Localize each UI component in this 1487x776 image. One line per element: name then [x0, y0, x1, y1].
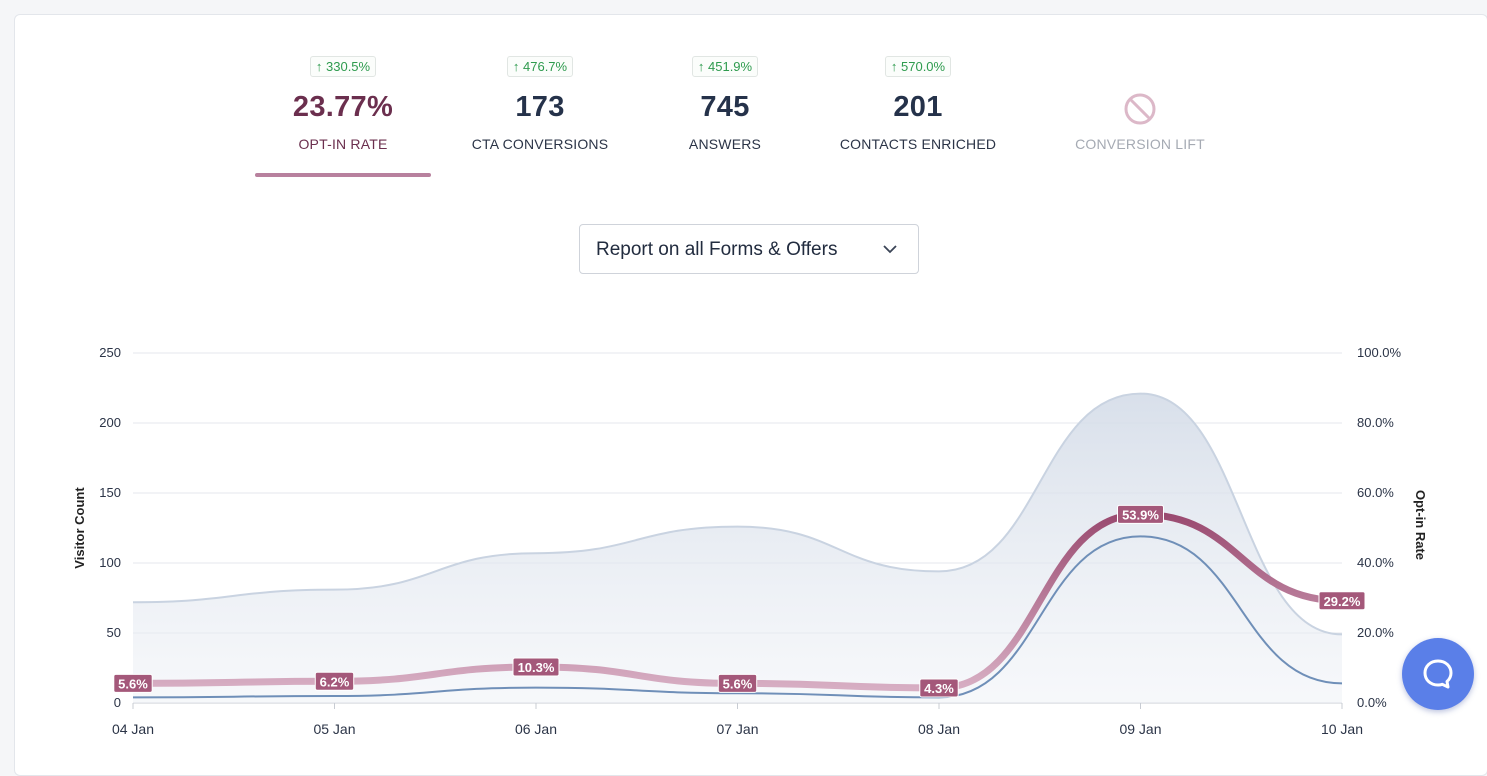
data-label-box — [314, 671, 355, 691]
x-tick-label: 10 Jan — [1321, 721, 1363, 737]
y-tick-label: 150 — [99, 485, 121, 500]
kpi-contacts-enriched[interactable]: ↑ 570.0% 201 CONTACTS ENRICHED — [828, 56, 1008, 152]
x-tick-label: 08 Jan — [918, 721, 960, 737]
optin-data-label: 4.3% — [919, 678, 959, 698]
x-tick-label: 05 Jan — [313, 721, 355, 737]
optin-data-label: 53.9% — [1117, 504, 1164, 524]
kpi-label: CONVERSION LIFT — [1075, 136, 1205, 152]
x-tick-label: 09 Jan — [1119, 721, 1161, 737]
data-label-text: 53.9% — [1122, 507, 1159, 522]
kpi-change-badge: ↑ 451.9% — [691, 56, 759, 77]
y-tick-label: 50 — [107, 625, 121, 640]
data-label-text: 4.3% — [924, 681, 954, 696]
kpi-label: CTA CONVERSIONS — [471, 136, 609, 152]
conversion-line — [132, 535, 1343, 699]
data-label-box — [717, 673, 758, 693]
x-tick-label: 06 Jan — [515, 721, 557, 737]
y-tick-label: 200 — [99, 415, 121, 430]
chevron-down-icon — [883, 245, 897, 254]
active-tab-indicator — [255, 173, 431, 177]
data-label-text: 5.6% — [118, 676, 148, 691]
data-label-box — [1117, 504, 1164, 524]
kpi-value: 201 — [893, 91, 943, 123]
kpi-value: 23.77% — [292, 91, 394, 123]
visitor-optin-chart: 5.6% 6.2% 10.3% 5.6% 4.3% 53.9% 29.2% 0 50 100 15… — [72, 345, 1428, 737]
kpi-conversion-lift[interactable]: CONVERSION LIFT — [1060, 92, 1220, 152]
data-label-box — [1318, 591, 1366, 611]
kpi-answers[interactable]: ↑ 451.9% 745 ANSWERS — [665, 56, 785, 152]
kpi-change-badge: ↑ 476.7% — [506, 56, 574, 77]
data-label-box — [919, 678, 959, 698]
y2-tick-label: 80.0% — [1357, 415, 1394, 430]
optin-data-label: 6.2% — [314, 671, 355, 691]
kpi-row: ↑ 330.5% 23.77% OPT-IN RATE ↑ 476.7% 173… — [0, 0, 1487, 190]
y2-tick-label: 0.0% — [1357, 695, 1387, 710]
optin-data-label: 29.2% — [1318, 591, 1366, 611]
optin-data-label: 10.3% — [512, 657, 560, 677]
kpi-change-badge: ↑ 570.0% — [884, 56, 952, 77]
chat-bubble-icon — [1423, 659, 1453, 689]
kpi-value: 173 — [515, 91, 565, 123]
report-filter-select[interactable]: Report on all Forms & Offers — [579, 224, 919, 274]
y-tick-label: 250 — [99, 345, 121, 360]
y2-axis-title: Opt-in Rate — [1413, 490, 1428, 560]
y2-tick-label: 40.0% — [1357, 555, 1394, 570]
optin-data-label: 5.6% — [717, 673, 758, 693]
kpi-label: ANSWERS — [688, 136, 762, 152]
data-label-text: 10.3% — [518, 660, 555, 675]
x-tick-label: 04 Jan — [112, 721, 154, 737]
y-tick-label: 100 — [99, 555, 121, 570]
kpi-change-badge: ↑ 330.5% — [309, 56, 377, 77]
visitor-area-fill — [133, 393, 1342, 703]
kpi-label: CONTACTS ENRICHED — [839, 136, 997, 152]
kpi-opt-in-rate[interactable]: ↑ 330.5% 23.77% OPT-IN RATE — [255, 56, 431, 177]
x-tick-label: 07 Jan — [716, 721, 758, 737]
y2-tick-label: 100.0% — [1357, 345, 1402, 360]
no-entry-icon — [1124, 93, 1156, 125]
help-chat-button[interactable] — [1402, 638, 1474, 710]
data-label-box — [512, 657, 560, 677]
visitor-area-line — [132, 392, 1343, 636]
data-label-text: 29.2% — [1324, 594, 1361, 609]
kpi-value: 745 — [700, 91, 750, 123]
data-label-box — [113, 673, 153, 693]
kpi-cta-conversions[interactable]: ↑ 476.7% 173 CTA CONVERSIONS — [460, 56, 620, 152]
optin-data-label: 5.6% — [113, 673, 153, 693]
y2-tick-label: 60.0% — [1357, 485, 1394, 500]
y-tick-label: 0 — [114, 695, 121, 710]
data-label-text: 5.6% — [723, 676, 753, 691]
data-label-text: 6.2% — [320, 674, 350, 689]
kpi-label: OPT-IN RATE — [298, 136, 388, 152]
y-axis-title: Visitor Count — [72, 487, 87, 569]
report-filter-value: Report on all Forms & Offers — [596, 239, 838, 260]
y2-tick-label: 20.0% — [1357, 625, 1394, 640]
